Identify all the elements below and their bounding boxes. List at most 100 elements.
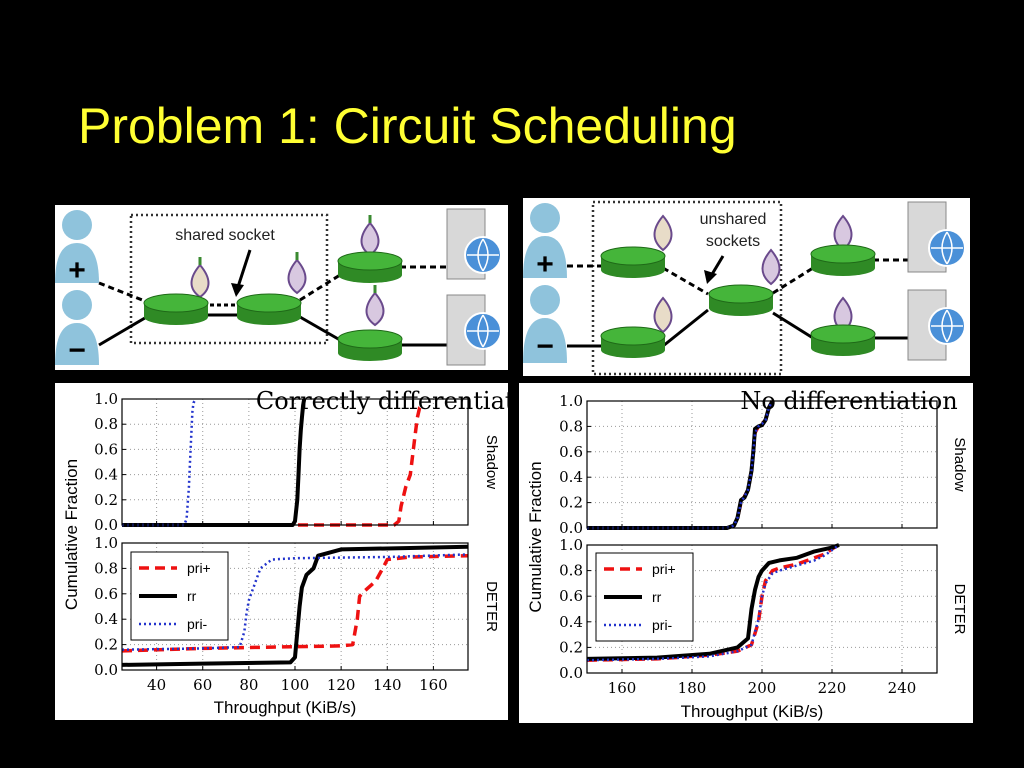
link-plus: [98, 281, 151, 305]
y-tick-label: 0.6: [94, 440, 118, 458]
y-tick-label: 0.8: [94, 559, 118, 577]
arrowhead-icon: [704, 270, 717, 284]
y-tick-label: 1.0: [559, 536, 583, 554]
x-tick-label: 220: [818, 679, 847, 697]
subplot-label: Shadow: [951, 437, 968, 491]
relay-icon: [337, 329, 403, 361]
legend-label: pri-: [187, 616, 208, 632]
legend-label: pri+: [187, 560, 211, 576]
y-tick-label: 0.0: [94, 516, 118, 534]
chart-canvas-left: 0.0 0.2 0.4 0.6 0.8 1.0 Shadow 0.0 0.2 0.4 0.6 0.8 1…: [62, 387, 508, 717]
relay-icon: [600, 246, 666, 278]
x-axis-label: Throughput (KiB/s): [681, 702, 824, 721]
link-up: [299, 273, 341, 302]
onion-icon: [653, 296, 673, 334]
legend: pri+ rr pri-: [595, 552, 694, 642]
legend-label: pri-: [652, 617, 673, 633]
user-plus-symbol: +: [68, 254, 86, 287]
y-tick-label: 0.4: [559, 613, 583, 631]
arrow-icon: [709, 255, 725, 277]
arrowhead-icon: [231, 283, 244, 297]
legend-label: rr: [652, 589, 662, 605]
plot-frame: [121, 542, 469, 671]
y-tick-label: 0.8: [559, 417, 583, 435]
x-tick-label: 100: [281, 676, 310, 694]
x-tick-label: 140: [373, 676, 402, 694]
user-plus-icon: +: [55, 210, 99, 287]
onion-icon: [365, 285, 385, 327]
chart-title: Correctly differentiated: [256, 387, 508, 415]
user-minus-symbol: −: [68, 334, 86, 367]
series-line-rr: [122, 398, 307, 527]
link-down: [299, 315, 341, 342]
plot-frame: [586, 400, 938, 529]
relay-icon: [600, 326, 666, 358]
series-line-priminus: [587, 400, 774, 530]
series-line-priplus: [122, 403, 426, 527]
user-plus-icon: +: [523, 203, 567, 281]
onion-icon: [653, 214, 673, 252]
legend-label: pri+: [652, 561, 676, 577]
unshared-sockets-diagram: + −: [523, 198, 970, 376]
link-a: [662, 266, 709, 296]
user-minus-symbol: −: [536, 330, 554, 363]
y-tick-label: 0.8: [559, 562, 583, 580]
relay-icon: [236, 293, 302, 325]
link-minus: [98, 313, 151, 347]
y-tick-label: 0.2: [559, 494, 583, 512]
shared-socket-label: shared socket: [175, 227, 275, 244]
link-up: [772, 266, 814, 295]
arrow-icon: [235, 249, 252, 291]
series-line-rr: [121, 544, 469, 667]
y-tick-label: 0.2: [559, 638, 583, 656]
unshared-label-line2: sockets: [706, 233, 760, 250]
y-tick-label: 1.0: [94, 390, 118, 408]
y-tick-label: 0.0: [559, 519, 583, 537]
server-icon: [446, 294, 502, 366]
x-axis-label: Throughput (KiB/s): [214, 698, 357, 717]
user-plus-symbol: +: [536, 248, 554, 281]
y-tick-label: 0.6: [94, 585, 118, 603]
y-tick-label: 1.0: [94, 534, 118, 552]
x-tick-label: 160: [608, 679, 637, 697]
y-axis-label: Cumulative Fraction: [62, 459, 81, 610]
subplot-shadow: 0.0 0.2 0.4 0.6 0.8 1.0 Shadow: [94, 390, 500, 534]
y-tick-label: 0.4: [559, 468, 583, 486]
series-line-priminus: [121, 553, 469, 651]
y-tick-label: 0.0: [559, 664, 583, 682]
y-tick-label: 0.6: [559, 587, 583, 605]
server-icon: [907, 201, 966, 273]
x-tick-label: 120: [327, 676, 356, 694]
slide-title: Problem 1: Circuit Scheduling: [78, 98, 737, 154]
y-tick-label: 0.2: [94, 636, 118, 654]
chart-correctly-differentiated: 0.0 0.2 0.4 0.6 0.8 1.0 Shadow 0.0 0.2 0.4 0.6 0.8 1…: [55, 383, 508, 720]
chart-canvas-right: 0.0 0.2 0.4 0.6 0.8 1.0 Shadow 0.0 0.2 0.4 0.6 0.8 1…: [526, 387, 968, 721]
onion-icon: [360, 215, 380, 257]
y-tick-label: 0.0: [94, 661, 118, 679]
y-tick-label: 1.0: [559, 392, 583, 410]
x-tick-label: 240: [888, 679, 917, 697]
socket-boundary-box: [129, 213, 329, 345]
subplot-label: DETER: [951, 584, 968, 635]
chart-no-differentiation: 0.0 0.2 0.4 0.6 0.8 1.0 Shadow 0.0 0.2 0.4 0.6 0.8 1…: [519, 383, 973, 723]
shared-socket-diagram-canvas: + −: [55, 208, 502, 367]
subplot-shadow: 0.0 0.2 0.4 0.6 0.8 1.0 Shadow: [559, 392, 968, 537]
legend-label: rr: [187, 588, 197, 604]
shared-socket-diagram: + −: [55, 205, 508, 370]
x-tick-label: 160: [419, 676, 448, 694]
server-icon: [907, 289, 966, 361]
onion-icon: [761, 248, 781, 286]
chart-title: No differentiation: [740, 387, 957, 415]
onion-icon: [287, 252, 307, 295]
y-tick-label: 0.4: [94, 466, 118, 484]
plot-frame: [586, 544, 938, 674]
server-icon: [446, 208, 502, 280]
series-line-priminus: [122, 398, 197, 527]
link-down: [772, 311, 814, 340]
onion-icon: [190, 257, 210, 299]
series-line-rr: [586, 543, 840, 661]
plot-frame: [121, 398, 469, 526]
series-line-priplus: [121, 553, 469, 653]
subplot-deter: 0.0 0.2 0.4 0.6 0.8 1.0 40 60 80 100 120 140 160 DETE…: [94, 534, 500, 694]
relay-icon: [143, 293, 209, 325]
